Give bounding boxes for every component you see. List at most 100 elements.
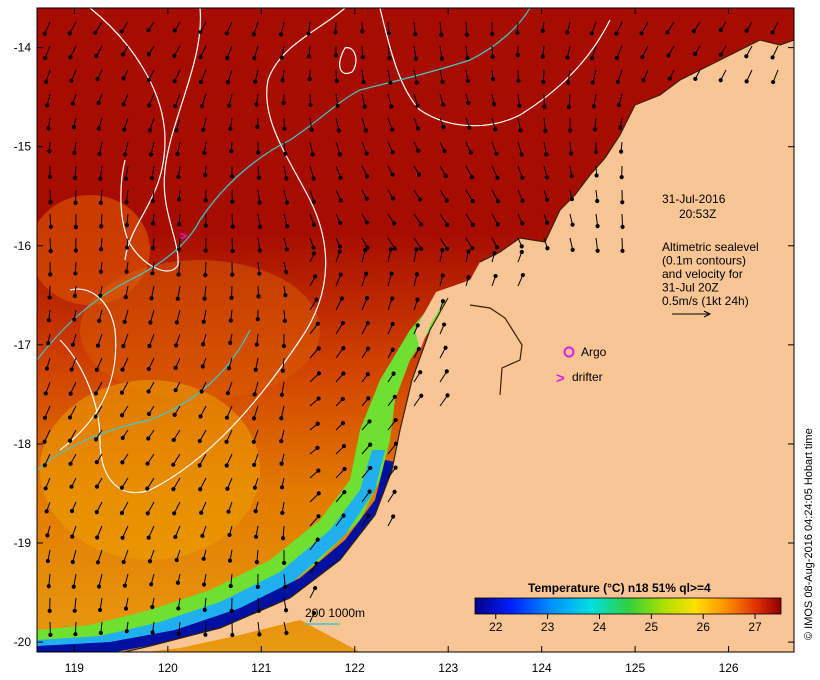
velocity-arrow: [149, 309, 155, 323]
velocity-arrow-head: [770, 55, 775, 60]
velocity-arrow-head: [308, 102, 313, 107]
velocity-arrow-head: [391, 371, 396, 376]
velocity-arrow-head: [43, 79, 49, 85]
velocity-arrow-head: [595, 248, 600, 253]
velocity-arrow: [177, 285, 181, 299]
velocity-arrow-head: [416, 148, 421, 153]
velocity-arrow-head: [440, 299, 446, 304]
velocity-arrow-head: [744, 79, 749, 84]
velocity-arrow: [616, 45, 623, 59]
y-tick-label: -18: [14, 437, 32, 451]
velocity-arrow-head: [257, 248, 262, 253]
velocity-arrow: [97, 549, 103, 563]
velocity-arrow-head: [416, 346, 421, 352]
velocity-arrow-head: [73, 632, 78, 637]
velocity-arrow-head: [146, 436, 151, 441]
velocity-arrow-head: [229, 608, 234, 613]
velocity-arrow-head: [616, 102, 622, 108]
velocity-arrow: [309, 141, 314, 155]
velocity-arrow-head: [365, 372, 370, 377]
velocity-arrow-head: [281, 343, 286, 349]
velocity-arrow-head: [67, 415, 73, 420]
velocity-arrow-head: [442, 322, 447, 327]
velocity-arrow: [387, 249, 392, 263]
velocity-arrow-head: [718, 52, 723, 57]
velocity-arrow: [227, 69, 233, 83]
velocity-arrow-head: [202, 150, 207, 155]
velocity-arrow-head: [119, 485, 124, 490]
velocity-arrow: [309, 348, 320, 359]
velocity-arrow-head: [340, 320, 345, 326]
velocity-arrow-head: [389, 271, 394, 276]
velocity-arrow: [44, 45, 51, 59]
velocity-arrow-head: [279, 392, 284, 397]
velocity-arrow-head: [413, 32, 418, 37]
velocity-arrow: [746, 69, 753, 82]
velocity-arrow-head: [124, 245, 130, 250]
velocity-arrow-head: [390, 296, 395, 301]
velocity-arrow-head: [119, 413, 125, 418]
velocity-arrow-head: [200, 533, 205, 538]
velocity-arrow-head: [311, 611, 317, 616]
colorbar-tick-label: 23: [541, 620, 555, 634]
colorbar-tick-label: 26: [697, 620, 711, 634]
velocity-arrow-head: [492, 251, 497, 256]
velocity-arrow-head: [98, 200, 103, 206]
velocity-arrow-head: [257, 271, 262, 276]
velocity-arrow-head: [69, 78, 74, 83]
velocity-arrow-head: [366, 396, 371, 401]
y-tick-label: -20: [14, 635, 32, 649]
velocity-arrow-head: [568, 151, 574, 156]
velocity-arrow: [253, 45, 259, 59]
contour-200m: [37, 8, 531, 361]
velocity-arrow-head: [338, 198, 343, 203]
velocity-arrow: [282, 357, 285, 371]
velocity-arrow-head: [337, 152, 343, 157]
velocity-arrow-head: [444, 369, 449, 374]
velocity-arrow-head: [518, 128, 523, 133]
colorbar-tick-label: 25: [645, 620, 659, 634]
velocity-arrow-head: [568, 128, 573, 133]
velocity-arrow-head: [368, 442, 373, 447]
velocity-arrow-head: [96, 126, 101, 131]
velocity-arrow: [204, 261, 207, 276]
velocity-arrow-head: [415, 126, 421, 131]
velocity-arrow: [69, 405, 77, 418]
velocity-arrow-head: [42, 31, 47, 36]
velocity-arrow-head: [540, 28, 545, 34]
velocity-arrow: [361, 491, 370, 503]
x-tick-label: 125: [625, 661, 645, 675]
velocity-arrow-head: [96, 100, 101, 105]
velocity-arrow-head: [173, 343, 179, 348]
velocity-arrow: [439, 237, 448, 249]
velocity-arrow: [257, 597, 260, 611]
velocity-arrow: [772, 45, 779, 58]
velocity-arrow-head: [464, 32, 470, 37]
velocity-arrow-head: [545, 197, 550, 202]
velocity-arrow-head: [440, 273, 445, 278]
velocity-arrow-head: [284, 200, 290, 205]
velocity-arrow-head: [150, 198, 155, 204]
velocity-arrow-head: [279, 55, 284, 60]
velocity-arrow: [253, 21, 259, 35]
velocity-arrow: [517, 141, 523, 155]
velocity-arrow-head: [124, 200, 129, 205]
velocity-arrow-head: [176, 631, 181, 636]
velocity-arrow-head: [227, 558, 233, 563]
velocity-arrow-head: [284, 176, 289, 181]
velocity-arrow-head: [93, 391, 99, 396]
coastal-band-cyan: [37, 450, 385, 652]
velocity-arrow: [517, 165, 523, 179]
velocity-arrow-head: [440, 79, 445, 85]
velocity-arrow: [49, 213, 52, 227]
velocity-arrow: [439, 371, 448, 383]
velocity-arrow-head: [338, 175, 343, 180]
velocity-arrow-head: [45, 533, 50, 538]
velocity-arrow-head: [615, 79, 620, 84]
velocity-arrow: [123, 549, 129, 563]
velocity-arrow-head: [414, 247, 419, 252]
velocity-arrow-head: [569, 197, 575, 202]
velocity-arrow-head: [565, 80, 571, 85]
y-tick-label: -14: [14, 41, 32, 55]
velocity-arrow-head: [693, 76, 698, 81]
